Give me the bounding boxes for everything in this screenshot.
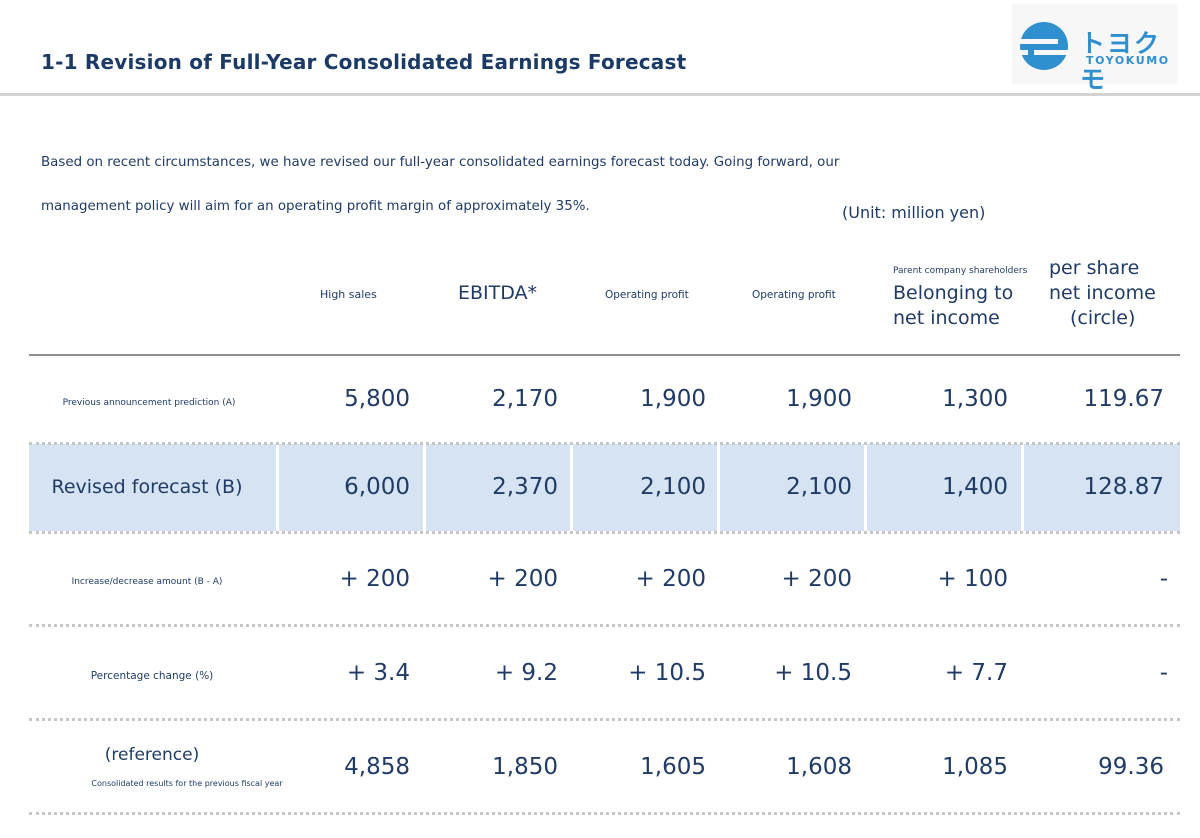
row-divider <box>29 718 1180 721</box>
table-cell: 5,800 <box>344 386 410 412</box>
table-cell: + 3.4 <box>346 660 410 686</box>
table-cell: 128.87 <box>1083 474 1164 500</box>
highlight-cell <box>867 444 1021 531</box>
table-cell: + 200 <box>635 566 706 592</box>
row-divider <box>29 442 1180 445</box>
highlight-cell <box>720 444 864 531</box>
intro-line-1: Based on recent circumstances, we have r… <box>41 155 840 170</box>
table-cell: - <box>1159 660 1168 686</box>
intro-line-2: management policy will aim for an operat… <box>41 199 590 214</box>
table-cell: 1,085 <box>942 754 1008 780</box>
table-cell: 1,605 <box>640 754 706 780</box>
table-cell: + 7.7 <box>944 660 1008 686</box>
table-cell: + 200 <box>487 566 558 592</box>
table-cell: + 200 <box>339 566 410 592</box>
logo-latin-text: TOYOKUMO <box>1086 54 1170 67</box>
header-ebitda: EBITDA* <box>458 282 538 304</box>
header-operating-profit-1: Operating profit <box>605 289 689 301</box>
row-label-reference: (reference) <box>104 745 200 765</box>
logo-kana-text: トヨクモ <box>1080 29 1162 94</box>
header-high-sales: High sales <box>320 288 377 301</box>
title-divider <box>0 93 1200 96</box>
table-cell: 2,170 <box>492 386 558 412</box>
header-belonging-to: Belonging to <box>893 282 1014 304</box>
highlight-cell <box>573 444 717 531</box>
cloud-logo-icon <box>1018 22 1076 70</box>
table-cell: 6,000 <box>344 474 410 500</box>
table-cell: 2,100 <box>786 474 852 500</box>
table-cell: + 9.2 <box>494 660 558 686</box>
table-cell: + 100 <box>937 566 1008 592</box>
row-divider <box>29 531 1180 534</box>
row-label-reference-sub: Consolidated results for the previous fi… <box>91 779 283 788</box>
table-cell: 99.36 <box>1098 754 1164 780</box>
highlight-cell <box>279 444 423 531</box>
table-cell: 2,100 <box>640 474 706 500</box>
row-label-percentage: Percentage change (%) <box>90 670 214 682</box>
header-parent-shareholders: Parent company shareholders <box>893 266 1028 276</box>
header-net-income: net income <box>893 307 1000 329</box>
header-operating-profit-2: Operating profit <box>752 289 836 301</box>
row-divider <box>29 812 1180 815</box>
table-cell: + 200 <box>781 566 852 592</box>
table-cell: 1,608 <box>786 754 852 780</box>
table-cell: 2,370 <box>492 474 558 500</box>
table-cell: - <box>1159 566 1168 592</box>
highlight-cell <box>29 444 276 531</box>
highlight-cell <box>426 444 570 531</box>
row-label-revised: Revised forecast (B) <box>51 476 243 498</box>
header-per-share-net-income: net income <box>1049 282 1156 304</box>
company-logo: トヨクモ TOYOKUMO <box>1012 4 1178 94</box>
unit-note: (Unit: million yen) <box>842 203 986 222</box>
table-cell: 119.67 <box>1083 386 1164 412</box>
row-label-change-amount: Increase/decrease amount (B - A) <box>71 577 223 587</box>
table-cell: + 10.5 <box>628 660 706 686</box>
table-cell: 1,900 <box>640 386 706 412</box>
row-label-previous: Previous announcement prediction (A) <box>62 398 236 408</box>
table-cell: 4,858 <box>344 754 410 780</box>
table-cell: 1,900 <box>786 386 852 412</box>
table-cell: 1,400 <box>942 474 1008 500</box>
table-cell: 1,300 <box>942 386 1008 412</box>
header-per-share: per share <box>1049 257 1140 279</box>
header-divider <box>29 354 1180 356</box>
page-title: 1-1 Revision of Full-Year Consolidated E… <box>41 50 687 74</box>
table-cell: + 10.5 <box>774 660 852 686</box>
header-circle: (circle) <box>1070 307 1136 329</box>
highlight-cell <box>1024 444 1180 531</box>
table-cell: 1,850 <box>492 754 558 780</box>
row-divider <box>29 624 1180 627</box>
